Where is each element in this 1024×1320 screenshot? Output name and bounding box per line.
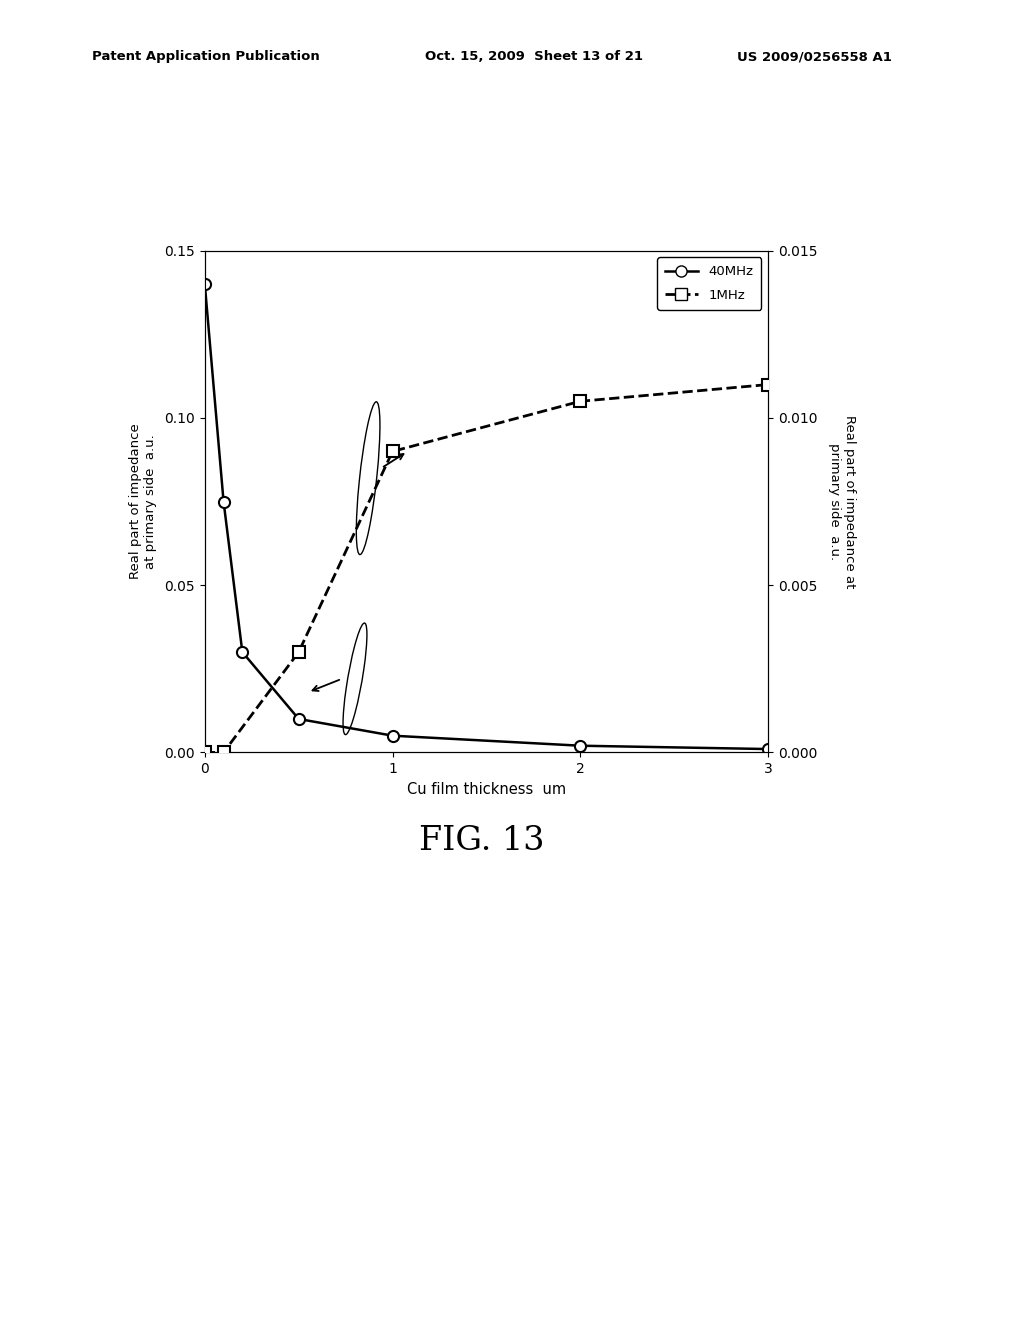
X-axis label: Cu film thickness  um: Cu film thickness um — [407, 781, 566, 797]
Text: US 2009/0256558 A1: US 2009/0256558 A1 — [737, 50, 892, 63]
Text: FIG. 13: FIG. 13 — [419, 825, 544, 857]
Y-axis label: Real part of impedance at
primary side  a.u.: Real part of impedance at primary side a… — [828, 414, 856, 589]
Text: Patent Application Publication: Patent Application Publication — [92, 50, 319, 63]
Legend: 40MHz, 1MHz: 40MHz, 1MHz — [657, 257, 762, 310]
Text: Oct. 15, 2009  Sheet 13 of 21: Oct. 15, 2009 Sheet 13 of 21 — [425, 50, 643, 63]
Y-axis label: Real part of impedance
at primary side  a.u.: Real part of impedance at primary side a… — [129, 424, 158, 579]
